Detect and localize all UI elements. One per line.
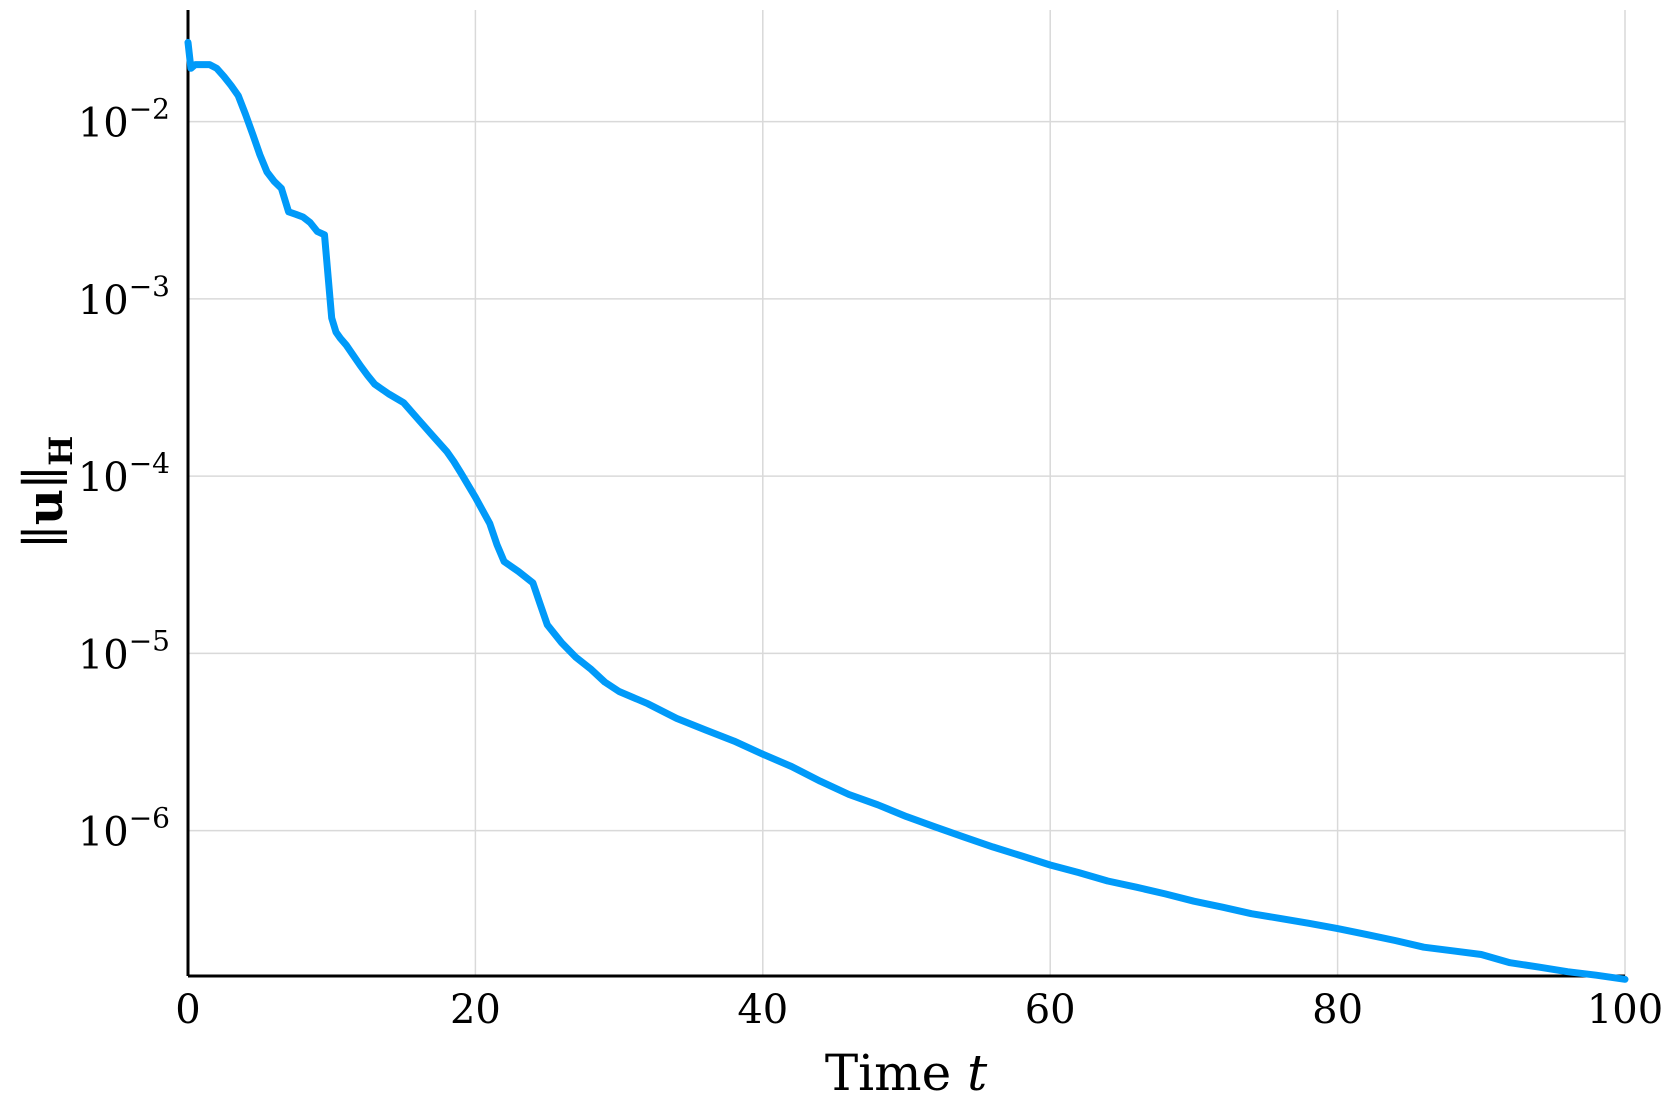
x-tick-label: 80 bbox=[1312, 987, 1363, 1033]
x-tick-label: 60 bbox=[1025, 987, 1076, 1033]
grid-lines bbox=[188, 10, 1626, 976]
x-axis-title: Time t bbox=[825, 1044, 988, 1102]
x-tick-label: 40 bbox=[737, 987, 788, 1033]
series-line bbox=[184, 38, 1629, 983]
y-tick-label: 10−2 bbox=[78, 93, 170, 147]
y-tick-label: 10−3 bbox=[78, 270, 170, 324]
y-tick-label: 10−6 bbox=[78, 802, 170, 856]
y-tick-label: 10−4 bbox=[78, 447, 170, 501]
x-tick-labels: 0 20 40 60 80 100 bbox=[175, 987, 1661, 1033]
y-tick-labels: 10−2 10−3 10−4 10−5 10−6 bbox=[78, 93, 170, 856]
x-tick-label: 100 bbox=[1587, 987, 1661, 1033]
axes bbox=[186, 10, 1625, 978]
x-tick-label: 0 bbox=[175, 987, 200, 1033]
y-axis-title: ∥u∥H bbox=[15, 436, 80, 549]
svg-text:∥u∥H: ∥u∥H bbox=[15, 436, 80, 549]
y-tick-label: 10−5 bbox=[78, 624, 170, 678]
x-tick-label: 20 bbox=[450, 987, 501, 1033]
